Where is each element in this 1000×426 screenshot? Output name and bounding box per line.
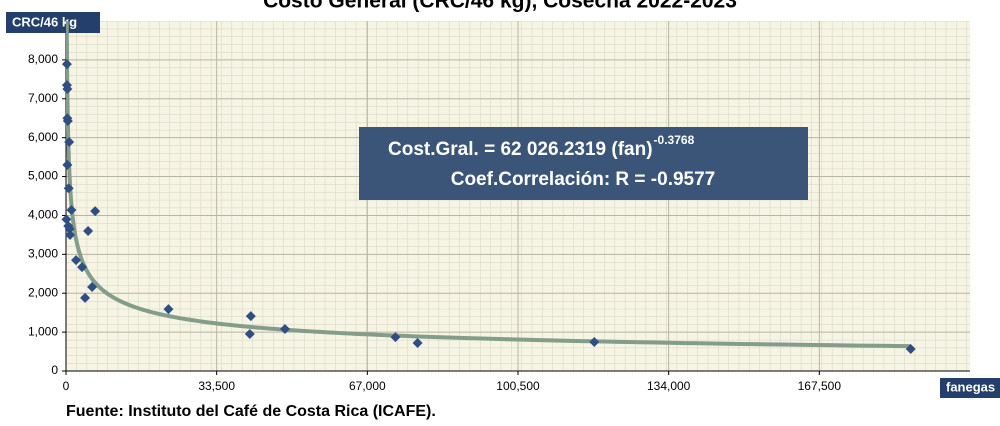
y-tick-label: 8,000 bbox=[28, 52, 58, 66]
point bbox=[87, 282, 98, 292]
point bbox=[64, 136, 75, 147]
annotation-line: Coef.Correlación: R = -0.9577 bbox=[451, 169, 716, 190]
y-tick-label: 0 bbox=[51, 363, 58, 377]
point bbox=[62, 115, 73, 126]
x-tick-label: 0 bbox=[63, 379, 70, 393]
x-tick-label: 134,000 bbox=[647, 379, 691, 393]
chart-title: Costo General (CRC/46 kg), Cosecha 2022-… bbox=[263, 0, 737, 13]
y-tick-label: 1,000 bbox=[28, 324, 58, 338]
point bbox=[589, 337, 600, 348]
point bbox=[62, 84, 73, 95]
annotation-box bbox=[359, 127, 808, 200]
point bbox=[412, 338, 423, 348]
point bbox=[80, 292, 91, 303]
point bbox=[62, 159, 73, 170]
annotation-exponent: -0.3768 bbox=[654, 133, 695, 147]
trendline bbox=[66, 21, 911, 349]
y-tick-label: 4,000 bbox=[28, 208, 58, 222]
y-tick-label: 5,000 bbox=[28, 169, 58, 183]
point bbox=[90, 206, 101, 217]
point bbox=[66, 205, 77, 215]
point bbox=[63, 183, 74, 194]
x-tick-label: 67,000 bbox=[349, 379, 386, 393]
y-label-box bbox=[6, 12, 100, 33]
y-tick-label: 6,000 bbox=[28, 130, 58, 144]
point bbox=[245, 311, 256, 322]
point bbox=[244, 329, 255, 340]
point bbox=[61, 59, 72, 70]
point bbox=[71, 255, 82, 266]
y-tick-label: 7,000 bbox=[28, 91, 58, 105]
y-tick-label: 2,000 bbox=[28, 285, 58, 299]
point bbox=[279, 324, 290, 334]
y-axis-label: CRC/46 kg bbox=[12, 14, 77, 29]
annotation-line: Cost.Gral. = 62 026.2319 (fan) bbox=[388, 139, 653, 160]
point bbox=[905, 344, 916, 355]
x-tick-label: 100,500 bbox=[496, 379, 540, 393]
x-tick-label: 167,500 bbox=[798, 379, 842, 393]
x-tick-label: 33,500 bbox=[198, 379, 235, 393]
y-tick-label: 3,000 bbox=[28, 247, 58, 261]
point bbox=[390, 332, 401, 343]
x-axis-label: fanegas bbox=[946, 379, 995, 394]
source: Fuente: Instituto del Café de Costa Rica… bbox=[66, 403, 436, 420]
point bbox=[77, 262, 88, 273]
point bbox=[64, 224, 75, 235]
point bbox=[163, 304, 174, 315]
point bbox=[83, 226, 94, 236]
point bbox=[65, 229, 76, 240]
x-label-box bbox=[940, 378, 1000, 398]
